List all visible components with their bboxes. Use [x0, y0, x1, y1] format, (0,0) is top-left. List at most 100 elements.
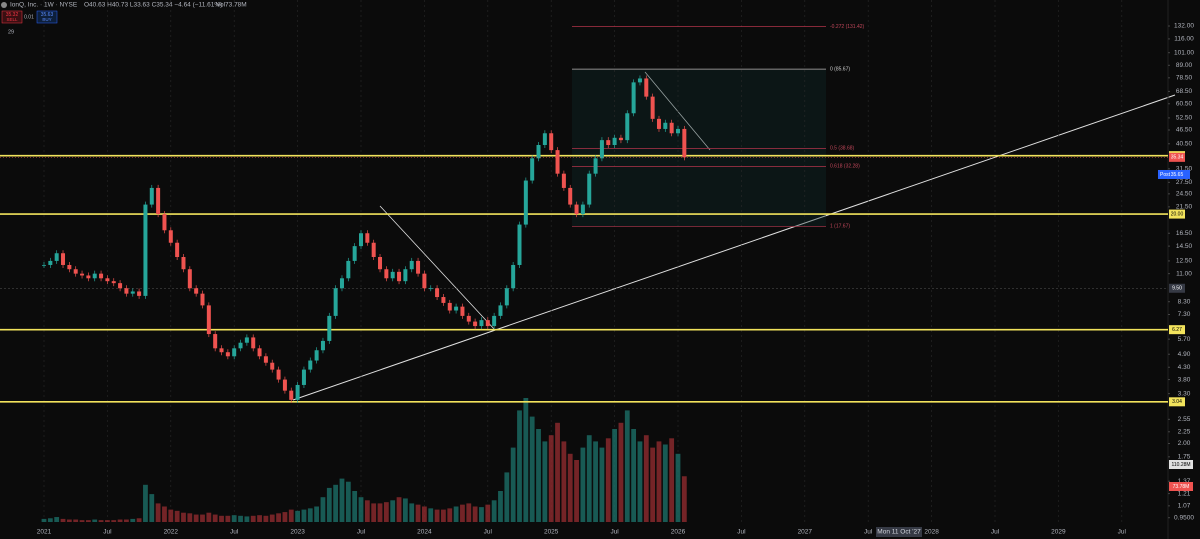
volume-bar	[523, 398, 529, 522]
candle-body	[346, 260, 351, 279]
candle-body	[289, 390, 294, 400]
candle-body	[301, 369, 306, 385]
volume-bar	[567, 453, 573, 522]
volume-bar	[447, 508, 453, 522]
volume-bar	[517, 410, 522, 522]
volume-bar	[339, 478, 345, 522]
price-tick-label: 2.55	[1178, 416, 1191, 423]
price-tick-label: 3.80	[1178, 376, 1191, 383]
volume-bar	[143, 484, 148, 522]
candle-body	[447, 302, 452, 311]
volume-bar	[282, 512, 288, 522]
time-label: Jul	[230, 529, 239, 536]
candle-body	[194, 288, 199, 294]
candle-body	[130, 291, 135, 294]
volume-bar	[643, 435, 649, 522]
volume-bar	[555, 422, 560, 522]
candle-body	[644, 78, 649, 97]
buy-price: 35.63	[41, 12, 54, 18]
candle-body	[650, 96, 655, 119]
candle-body	[295, 384, 300, 400]
time-label: 2023	[290, 529, 305, 536]
candle-body	[498, 305, 503, 316]
candle-body	[517, 224, 522, 265]
candle-body	[669, 122, 674, 134]
candle-body	[42, 264, 46, 266]
buy-button[interactable]	[36, 10, 58, 24]
symbol-icon	[1, 2, 7, 8]
candle-body	[416, 260, 421, 274]
volume-bar	[599, 447, 605, 522]
time-label: 2028	[924, 529, 939, 536]
time-label: 2029	[1051, 529, 1066, 536]
price-tick-label: 5.70	[1178, 336, 1191, 343]
volume-bar	[390, 500, 396, 522]
volume-bar	[460, 504, 465, 522]
time-label: 2024	[417, 529, 432, 536]
volume-bar	[453, 506, 459, 522]
volume-bar	[624, 410, 630, 522]
candle-body	[232, 348, 237, 357]
volume-bar	[529, 416, 535, 522]
candle-body	[593, 158, 598, 174]
sell-button[interactable]	[1, 10, 23, 24]
candle-body	[454, 306, 459, 311]
candle-body	[365, 233, 370, 243]
candle-body	[219, 348, 224, 353]
price-tick-label: 2.25	[1178, 429, 1191, 436]
price-tick-label: 132.00	[1174, 23, 1194, 30]
volume-bar	[263, 515, 269, 522]
candle-body	[656, 118, 661, 129]
volume-bar	[250, 515, 256, 522]
volume-bar	[85, 520, 91, 522]
candle-body	[80, 273, 85, 276]
volume-bar	[219, 515, 224, 522]
fib-label: -0.272 (131.42)	[830, 24, 865, 30]
level-label-box	[1169, 397, 1185, 407]
price-tick-label: 101.00	[1174, 49, 1194, 56]
volume-bar	[60, 518, 66, 522]
candle-body	[466, 315, 471, 322]
candle-body	[308, 360, 313, 370]
volume-bar	[612, 429, 617, 522]
candle-body	[168, 230, 173, 243]
sell-label: SELL	[6, 17, 18, 22]
volume-bar	[174, 510, 180, 522]
price-tick-label: 27.50	[1176, 179, 1193, 186]
volume-bar	[295, 510, 300, 522]
time-label: Jul	[991, 529, 1000, 536]
time-label: Jul	[610, 529, 619, 536]
time-label: Jul	[103, 529, 112, 536]
level-label-box	[1169, 209, 1185, 219]
price-tick-label: 1.07	[1178, 503, 1191, 510]
candle-body	[479, 320, 484, 327]
volume-bar	[358, 497, 364, 522]
candle-body	[599, 140, 604, 159]
candle-body	[587, 173, 592, 205]
candle-body	[124, 288, 129, 294]
crosshair-time-box	[876, 527, 922, 537]
volume-bar	[212, 514, 218, 522]
volume-bar	[155, 503, 161, 522]
candle-body	[162, 214, 167, 231]
fib-label: 0 (85.67)	[830, 66, 850, 72]
crosshair-time: Mon 11 Oct '27	[877, 529, 921, 536]
crosshair-price-label: 9.50	[1172, 286, 1182, 292]
volume-bar	[54, 517, 60, 522]
candle-body	[111, 281, 116, 284]
volume-bar	[105, 520, 110, 522]
candle-body	[384, 269, 389, 279]
candle-body	[435, 288, 440, 298]
candle-body	[441, 297, 446, 303]
price-tick-label: 1.37	[1178, 478, 1191, 485]
fib-label: 0.618 (32.28)	[830, 164, 860, 170]
candle-body	[257, 348, 262, 357]
candle-body	[320, 340, 325, 351]
candle-body	[618, 137, 623, 141]
volume-bar	[162, 506, 167, 522]
volume-bar	[364, 500, 370, 522]
indicator-count[interactable]: 29	[8, 29, 14, 35]
volume-bar	[66, 519, 72, 522]
volume-bar	[491, 500, 497, 522]
